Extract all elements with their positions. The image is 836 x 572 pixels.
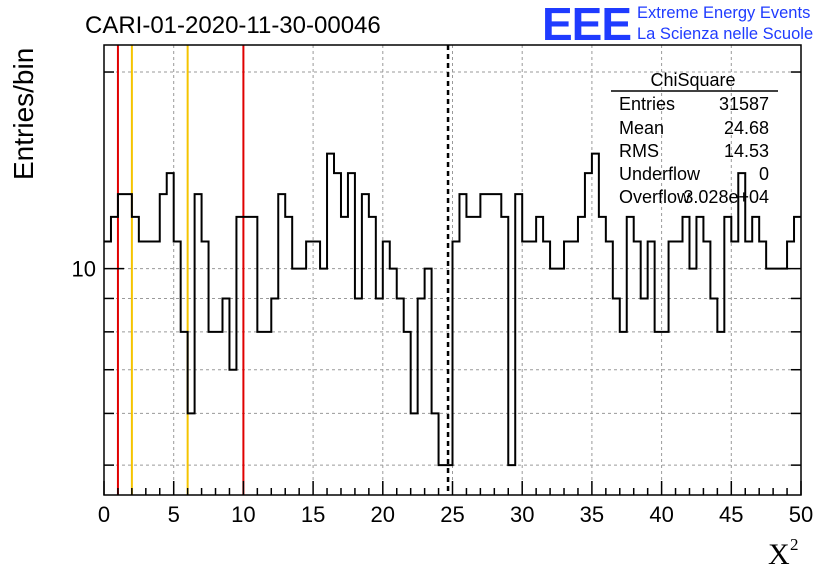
x-tick-label: 0 (98, 502, 110, 527)
x-tick-label: 50 (789, 502, 813, 527)
x-tick-label: 45 (719, 502, 743, 527)
stats-label-rms: RMS (619, 141, 659, 161)
x-tick-label: 25 (440, 502, 464, 527)
stats-value-rms: 14.53 (724, 141, 769, 161)
eee-logo: EEE Extreme Energy Events La Scienza nel… (542, 0, 813, 50)
stats-value-overflow: 3.028e+04 (683, 187, 769, 207)
x-tick-label: 30 (510, 502, 534, 527)
y-axis-label: Entries/bin (8, 48, 39, 180)
x-tick-label: 5 (168, 502, 180, 527)
x-axis-label: X (768, 538, 790, 571)
logo-mark: EEE (542, 0, 631, 50)
marker-lines (116, 45, 450, 495)
stats-label-underflow: Underflow (619, 164, 701, 184)
stats-title: ChiSquare (650, 70, 735, 90)
y-tick-label: 10 (72, 257, 96, 282)
stats-value-underflow: 0 (759, 164, 769, 184)
chart-title: CARI-01-2020-11-30-00046 (85, 12, 381, 39)
x-tick-label: 10 (231, 502, 255, 527)
logo-line-1: Extreme Energy Events (637, 4, 810, 22)
stats-label-mean: Mean (619, 118, 664, 138)
stats-value-entries: 31587 (719, 94, 769, 114)
histogram-line (104, 152, 801, 467)
x-tick-label: 35 (580, 502, 604, 527)
stats-box: ChiSquare Entries 31587 Mean 24.68 RMS 1… (611, 70, 778, 207)
stats-value-mean: 24.68 (724, 118, 769, 138)
axis-ticks: 0 5 10 15 20 25 30 35 40 45 50 10 (72, 71, 813, 527)
logo-line-2: La Scienza nelle Scuole (637, 25, 813, 43)
stats-label-overflow: Overflow (619, 187, 691, 207)
x-tick-label: 20 (371, 502, 395, 527)
x-axis-label-superscript: 2 (790, 535, 799, 554)
x-tick-label: 40 (649, 502, 673, 527)
stats-label-entries: Entries (619, 94, 675, 114)
x-tick-label: 15 (301, 502, 325, 527)
